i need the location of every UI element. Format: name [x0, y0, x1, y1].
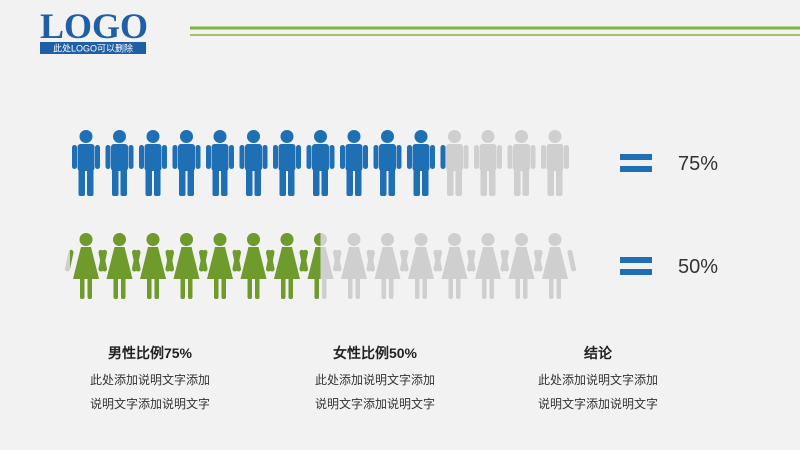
value-label: 50%: [678, 256, 718, 278]
caption-text: 说明文字添加说明文字: [538, 396, 658, 411]
icon-filled: [306, 130, 335, 196]
icon-filled: [373, 130, 402, 196]
icon-filled: [340, 130, 368, 196]
icon-empty: [474, 130, 502, 196]
logo-title: LOGO: [40, 6, 148, 46]
caption-text: 说明文字添加说明文字: [315, 396, 435, 411]
caption-text: 此处添加说明文字添加: [315, 372, 435, 387]
icon-filled: [407, 130, 435, 196]
equals-bar: [620, 269, 652, 275]
caption-text: 此处添加说明文字添加: [538, 372, 658, 387]
icons-filled: [70, 233, 321, 299]
logo-band: [40, 42, 146, 54]
icon-filled: [206, 130, 234, 196]
equals-bar: [620, 154, 652, 160]
icon-filled: [273, 130, 301, 196]
logo-subtitle: 此处LOGO可以删除: [53, 43, 133, 54]
pictogram-row: 50%: [64, 233, 718, 299]
equals-bar: [620, 257, 652, 263]
caption-title: 女性比例50%: [333, 345, 418, 361]
caption-text: 说明文字添加说明文字: [90, 396, 210, 411]
icon-filled: [172, 130, 201, 196]
caption-text: 此处添加说明文字添加: [90, 372, 210, 387]
equals-bar: [620, 166, 652, 172]
value-label: 75%: [678, 153, 718, 175]
caption-title: 结论: [584, 345, 613, 361]
icon-filled: [139, 130, 167, 196]
icon-filled: [105, 130, 134, 196]
icon-empty: [541, 130, 569, 196]
icon-filled: [72, 130, 100, 196]
caption-title: 男性比例75%: [108, 345, 193, 361]
icon-empty: [507, 130, 536, 196]
pictogram-row: 75%: [72, 130, 718, 196]
captions: 男性比例75%此处添加说明文字添加说明文字添加说明文字女性比例50%此处添加说明…: [90, 345, 658, 411]
icon-filled: [239, 130, 268, 196]
